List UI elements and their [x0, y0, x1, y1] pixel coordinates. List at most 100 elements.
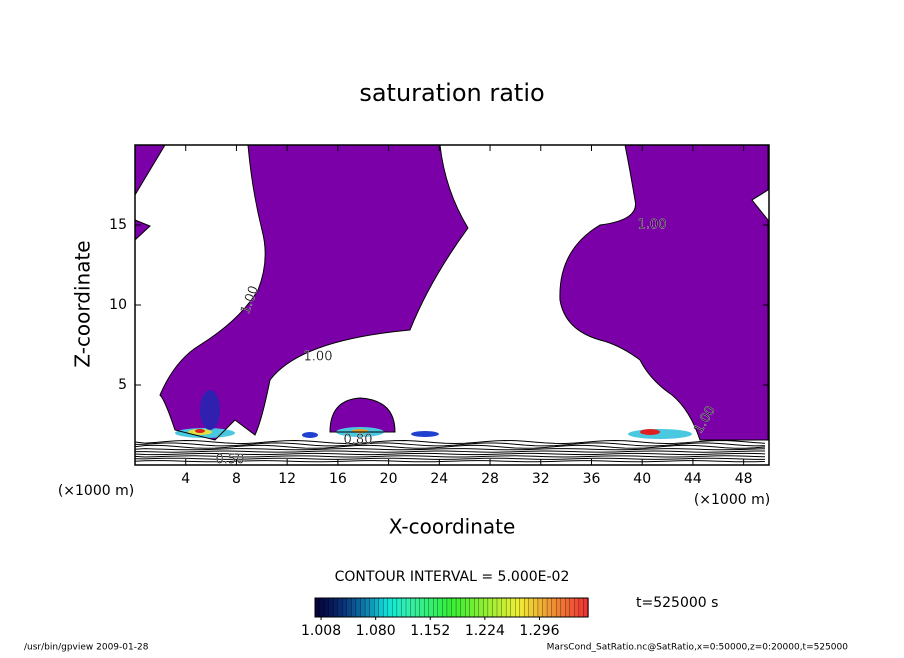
colorbar-cell [364, 597, 371, 618]
colorbar-cell [519, 597, 525, 618]
colorbar-cell [342, 597, 348, 618]
colorbar-cell [510, 597, 516, 618]
colorbar-cell [551, 597, 557, 618]
colorbar-cell [574, 597, 580, 618]
x-tick-label: 36 [583, 471, 601, 487]
colorbar-tick-label: 1.224 [465, 623, 505, 639]
region [160, 145, 468, 440]
x-tick-label: 28 [481, 471, 499, 487]
colorbar-tick-label: 1.080 [356, 623, 396, 639]
x-unit: (×1000 m) [694, 492, 770, 508]
y-tick-label: 5 [118, 377, 127, 393]
colorbar-cell [537, 597, 544, 618]
colorbar-cell [314, 597, 321, 618]
blob [302, 432, 318, 438]
x-tick-label: 8 [232, 471, 241, 487]
contour-line [134, 444, 766, 449]
colorbar-cell [455, 597, 462, 618]
colorbar-cell [556, 597, 562, 618]
x-tick-label: 32 [532, 471, 550, 487]
colorbar-cell [355, 597, 362, 618]
contour-line [134, 442, 766, 447]
colorbar-cell [483, 597, 489, 618]
colorbar-cell [333, 597, 339, 618]
colorbar-cell [492, 597, 498, 618]
blob [200, 390, 220, 430]
chart-title: saturation ratio [359, 79, 544, 107]
colorbar-cell [351, 597, 357, 618]
colorbar-cell [428, 597, 434, 618]
contour-line [159, 144, 469, 441]
colorbar-cell [360, 597, 366, 618]
colorbar-cell [565, 597, 571, 618]
colorbar-cell [542, 597, 548, 618]
contour-line [134, 457, 766, 460]
colorbar-cell [373, 597, 380, 618]
colorbar-cell [392, 597, 398, 618]
colorbar-cell [319, 597, 325, 618]
x-tick-label: 40 [633, 471, 651, 487]
colorbar-cell [442, 597, 448, 618]
colorbar-cell [515, 597, 521, 618]
contour-line [329, 397, 396, 433]
contour-line [134, 455, 766, 458]
colorbar-cell [478, 597, 484, 618]
colorbar-tick-label: 1.296 [519, 623, 559, 639]
contour-label: 0.50 [216, 453, 245, 468]
colorbar-cell [328, 597, 334, 618]
colorbar-cell [451, 597, 457, 618]
colorbar-cell [396, 597, 403, 618]
x-axis-label: X-coordinate [389, 515, 516, 539]
contour-line [134, 448, 766, 451]
contour-lines [134, 144, 769, 463]
colorbar-cell [337, 597, 343, 618]
colorbar-cell [569, 597, 575, 618]
region [330, 398, 395, 432]
x-tick-label: 4 [181, 471, 190, 487]
colorbar-cell [369, 597, 375, 618]
contour-line [134, 450, 766, 453]
x-tick-label: 20 [380, 471, 398, 487]
region [559, 145, 768, 440]
colorbar-cell [414, 597, 421, 618]
blob [628, 429, 692, 439]
footer-right: MarsCond_SatRatio.nc@SatRatio,x=0:50000,… [547, 643, 849, 653]
contour-interval: CONTOUR INTERVAL = 5.000E-02 [335, 569, 570, 585]
colorbar-cell [424, 597, 430, 618]
colorbar-cell [469, 597, 475, 618]
contour-label: 0.80 [344, 433, 373, 448]
contour-line [134, 460, 766, 463]
colorbar-cell [433, 597, 439, 618]
colorbar-cell [487, 597, 494, 618]
colorbar-cell [505, 597, 512, 618]
colorbar-cell [474, 597, 480, 618]
colorbar-cell [546, 597, 553, 618]
blob [640, 429, 660, 435]
x-tick-label: 16 [329, 471, 347, 487]
contour-label: 1.00 [304, 350, 333, 365]
blob [411, 431, 439, 437]
contour-label: 1.00 [638, 218, 667, 233]
high-values [175, 390, 692, 439]
x-tick-label: 48 [735, 471, 753, 487]
colorbar-cell [524, 597, 530, 618]
footer-left: /usr/bin/gpview 2009-01-28 [24, 643, 149, 653]
y-tick-label: 15 [109, 217, 127, 233]
contour-line [134, 452, 766, 456]
colorbar-cell [410, 597, 416, 618]
colorbar-cell [401, 597, 407, 618]
x-tick-label: 24 [430, 471, 448, 487]
colorbar-cell [323, 597, 330, 618]
colorbar-cell [383, 597, 389, 618]
time-label: t=525000 s [636, 595, 718, 611]
colorbar-cell [419, 597, 425, 618]
y-axis-label: Z-coordinate [71, 240, 95, 367]
colorbar-cell [560, 597, 566, 618]
contour-line [559, 144, 769, 441]
colorbar-tick-label: 1.152 [410, 623, 450, 639]
y-tick-label: 10 [109, 297, 127, 313]
colorbar-cell [387, 597, 393, 618]
blob [195, 429, 205, 433]
